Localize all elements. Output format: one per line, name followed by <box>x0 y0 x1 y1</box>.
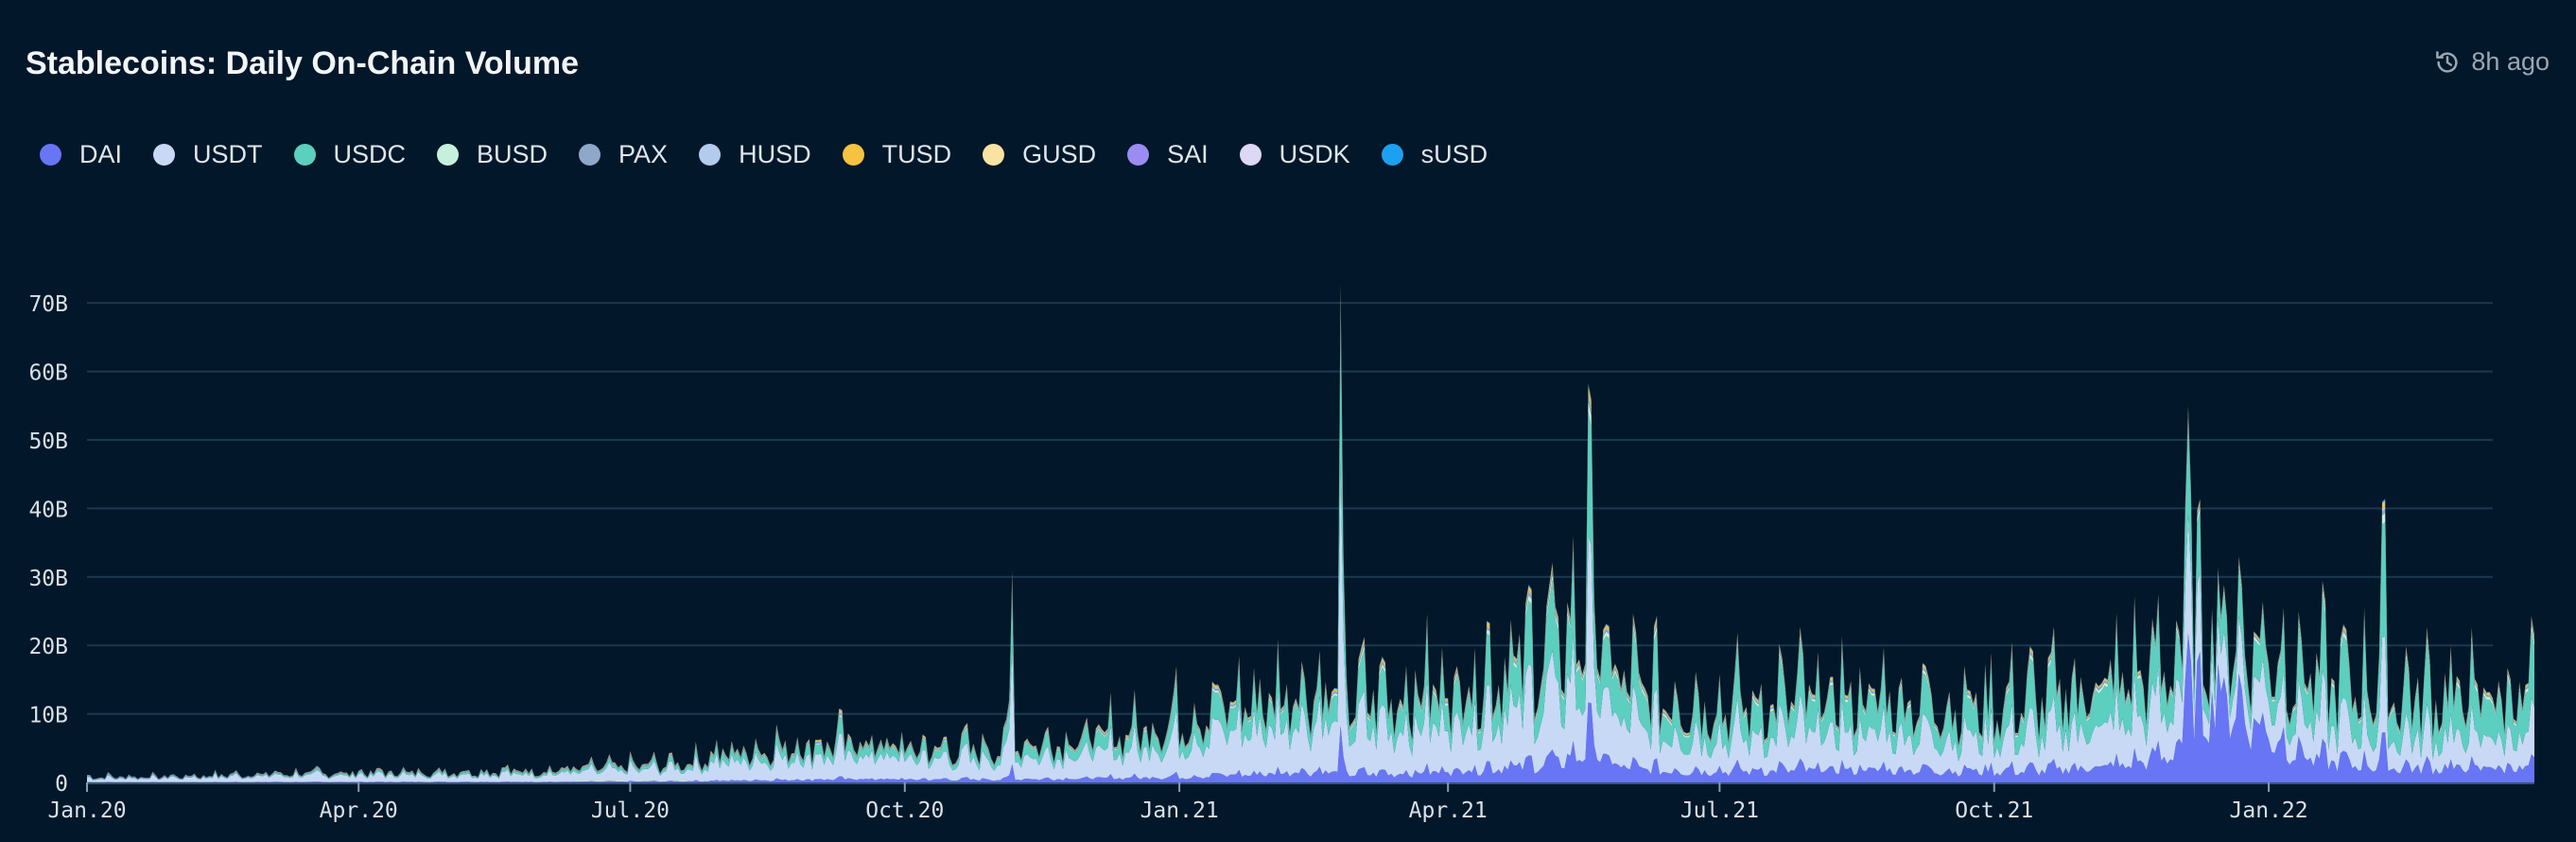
y-tick-label: 50B <box>28 430 68 454</box>
chart-header: Stablecoins: Daily On-Chain Volume 8h ag… <box>0 0 2576 123</box>
y-tick-label: 20B <box>28 635 68 659</box>
legend-dot <box>699 144 722 166</box>
legend-item-dai[interactable]: DAI <box>40 140 122 169</box>
legend-dot <box>579 144 601 166</box>
legend-item-pax[interactable]: PAX <box>579 140 668 169</box>
x-tick-label: Jul.21 <box>1680 798 1759 823</box>
legend-dot <box>983 144 1005 166</box>
legend-dot <box>40 144 61 166</box>
chart-title: Stablecoins: Daily On-Chain Volume <box>26 45 580 81</box>
x-tick-label: Jan.22 <box>2230 798 2308 823</box>
y-tick-label: 30B <box>28 567 68 591</box>
x-tick-label: Apr.21 <box>1409 798 1488 823</box>
legend-label: HUSD <box>739 140 811 168</box>
x-tick-label: Oct.20 <box>865 798 944 823</box>
area-dai[interactable] <box>87 633 2534 782</box>
legend-item-husd[interactable]: HUSD <box>699 140 811 169</box>
clock-refresh-icon <box>2436 50 2459 73</box>
legend-dot <box>842 144 864 166</box>
legend-dot <box>293 144 316 166</box>
legend-dot <box>437 144 460 166</box>
y-tick-label: 10B <box>28 704 68 728</box>
legend-item-sai[interactable]: SAI <box>1127 140 1209 169</box>
legend-label: USDK <box>1279 140 1350 168</box>
legend-label: sUSD <box>1420 140 1488 168</box>
x-tick-label: Jul.20 <box>591 798 670 823</box>
legend-item-susd[interactable]: sUSD <box>1381 140 1488 169</box>
y-tick-label: 60B <box>28 361 68 386</box>
legend-label: GUSD <box>1022 140 1097 168</box>
y-tick-label: 0 <box>55 772 68 797</box>
legend-dot <box>1381 144 1403 166</box>
area-usdc[interactable] <box>87 325 2534 781</box>
legend-label: USDC <box>333 140 407 168</box>
y-tick-label: 70B <box>28 292 68 317</box>
legend-label: DAI <box>79 140 123 168</box>
y-axis: 0 10B 20B 30B 40B 50B 60B 70B <box>28 292 68 797</box>
legend-item-tusd[interactable]: TUSD <box>842 140 952 169</box>
legend-dot <box>153 144 176 166</box>
x-tick-label: Oct.21 <box>1955 798 2033 823</box>
legend-item-gusd[interactable]: GUSD <box>983 140 1096 169</box>
chart-legend: DAI USDT USDC BUSD PAX HUSD TUSD GUSD SAI USDK sUS… <box>40 140 1519 169</box>
legend-label: PAX <box>618 140 669 168</box>
x-axis: Jan.20 Apr.20 Jul.20 Oct.20 Jan.21 Apr.21 Jul.… <box>47 782 2534 823</box>
x-tick-label: Jan.21 <box>1140 798 1219 823</box>
last-updated-text: 8h ago <box>2471 47 2550 76</box>
last-updated: 8h ago <box>2433 47 2550 77</box>
legend-label: USDT <box>193 140 263 168</box>
y-tick-label: 40B <box>28 498 68 522</box>
legend-label: SAI <box>1167 140 1209 168</box>
legend-item-usdt[interactable]: USDT <box>153 140 263 169</box>
area-series <box>87 282 2534 782</box>
legend-item-busd[interactable]: BUSD <box>437 140 548 169</box>
x-tick-label: Apr.20 <box>320 798 398 823</box>
legend-item-usdk[interactable]: USDK <box>1239 140 1350 169</box>
area-usdt[interactable] <box>87 461 2534 782</box>
legend-label: BUSD <box>477 140 548 168</box>
legend-dot <box>1127 144 1150 166</box>
legend-label: TUSD <box>881 140 952 168</box>
x-tick-label: Jan.20 <box>47 798 126 823</box>
legend-item-usdc[interactable]: USDC <box>293 140 407 169</box>
legend-dot <box>1239 144 1262 166</box>
